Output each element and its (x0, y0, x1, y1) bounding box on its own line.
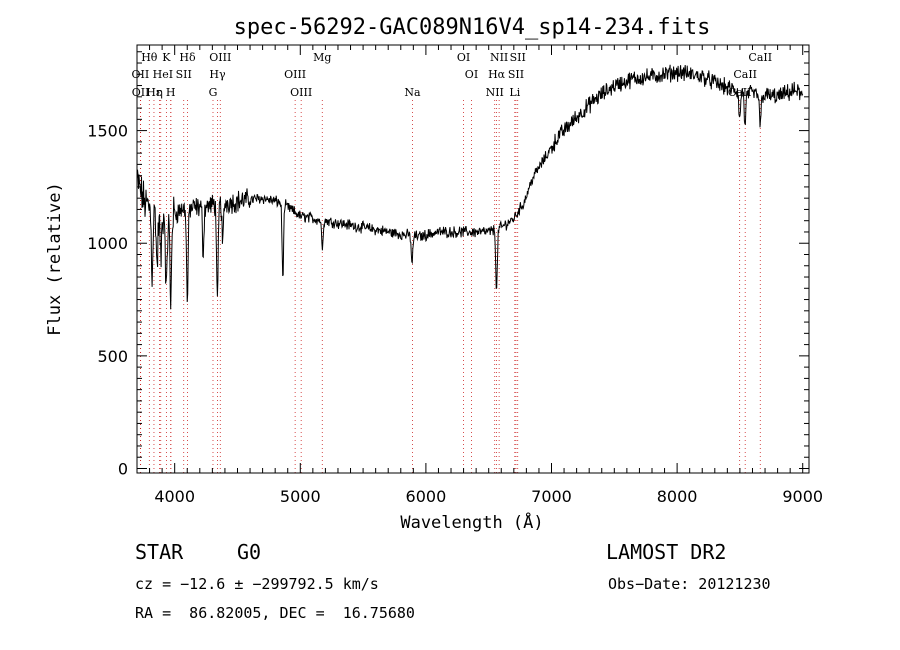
x-tick-label-1: 5000 (280, 487, 321, 506)
observation-date: Obs−Date: 20121230 (608, 575, 771, 593)
spectral-line-label-20: Hε (146, 86, 162, 99)
spectral-line-label-17: SII (508, 68, 524, 81)
coordinates-readout: RA = 86.82005, DEC = 16.75680 (135, 604, 415, 622)
y-tick-label-2: 1000 (87, 234, 128, 253)
spectral-line-label-12: SII (176, 68, 192, 81)
y-axis-ticks: 0 500 1000 1500 (87, 51, 809, 478)
chart-title: spec-56292-GAC089N16V4_sp14-234.fits (234, 15, 711, 40)
spectral-line-label-3: OIII (209, 51, 231, 64)
spectral-line-label-2: Hδ (179, 51, 196, 64)
spectral-line-label-27: Li (509, 86, 520, 99)
y-axis-label: Flux (relative) (45, 182, 65, 336)
spectral-line-label-23: G (209, 86, 218, 99)
redshift-readout: cz = −12.6 ± −299792.5 km/s (135, 575, 379, 593)
spectral-line-label-26: NII (486, 86, 504, 99)
x-tick-label-3: 7000 (531, 487, 572, 506)
spectral-line-label-21: η (156, 86, 163, 99)
plot-frame (136, 44, 810, 474)
spectral-line-label-5: OI (457, 51, 470, 64)
spectral-line-label-25: Na (404, 86, 421, 99)
x-tick-label-0: 4000 (154, 487, 195, 506)
spectral-line-label-16: Hα (488, 68, 506, 81)
spectral-line-label-8: CaII (748, 51, 772, 64)
spectral-line-label-15: OI (465, 68, 478, 81)
y-tick-label-3: 1500 (87, 122, 128, 141)
spectral-line-label-7: SII (510, 51, 526, 64)
spectral-line-label-13: Hγ (209, 68, 226, 81)
spectral-line-label-19: OII (132, 86, 150, 99)
survey-name: LAMOST DR2 (606, 540, 727, 564)
x-axis-ticks: 4000 5000 6000 7000 8000 9000 (136, 45, 823, 506)
spectral-line-label-0: Hθ (141, 51, 158, 64)
spectrum-series-layer (136, 64, 804, 310)
spectral-line-label-18: CaII (733, 68, 757, 81)
x-tick-label-4: 8000 (657, 487, 698, 506)
spectral-line-label-1: K (162, 51, 171, 64)
x-tick-label-5: 9000 (782, 487, 823, 506)
spectral-line-label-11: I (169, 68, 173, 81)
spectrum-line (136, 64, 804, 310)
x-tick-label-2: 6000 (406, 487, 447, 506)
spectral-line-label-24: OIII (290, 86, 312, 99)
spectral-line-label-4: Mg (313, 51, 331, 64)
spectral-line-label-6: NII (490, 51, 508, 64)
spectral-line-label-14: OIII (284, 68, 306, 81)
y-tick-label-0: 0 (118, 459, 128, 478)
x-axis-label: Wavelength (Å) (400, 511, 543, 533)
spectral-line-label-10: He (153, 68, 169, 81)
object-subclass: G0 (237, 540, 262, 564)
object-class: STAR (135, 540, 184, 564)
spectral-line-label-22: H (166, 86, 176, 99)
spectral-line-markers (139, 100, 761, 473)
y-tick-label-1: 500 (97, 347, 128, 366)
